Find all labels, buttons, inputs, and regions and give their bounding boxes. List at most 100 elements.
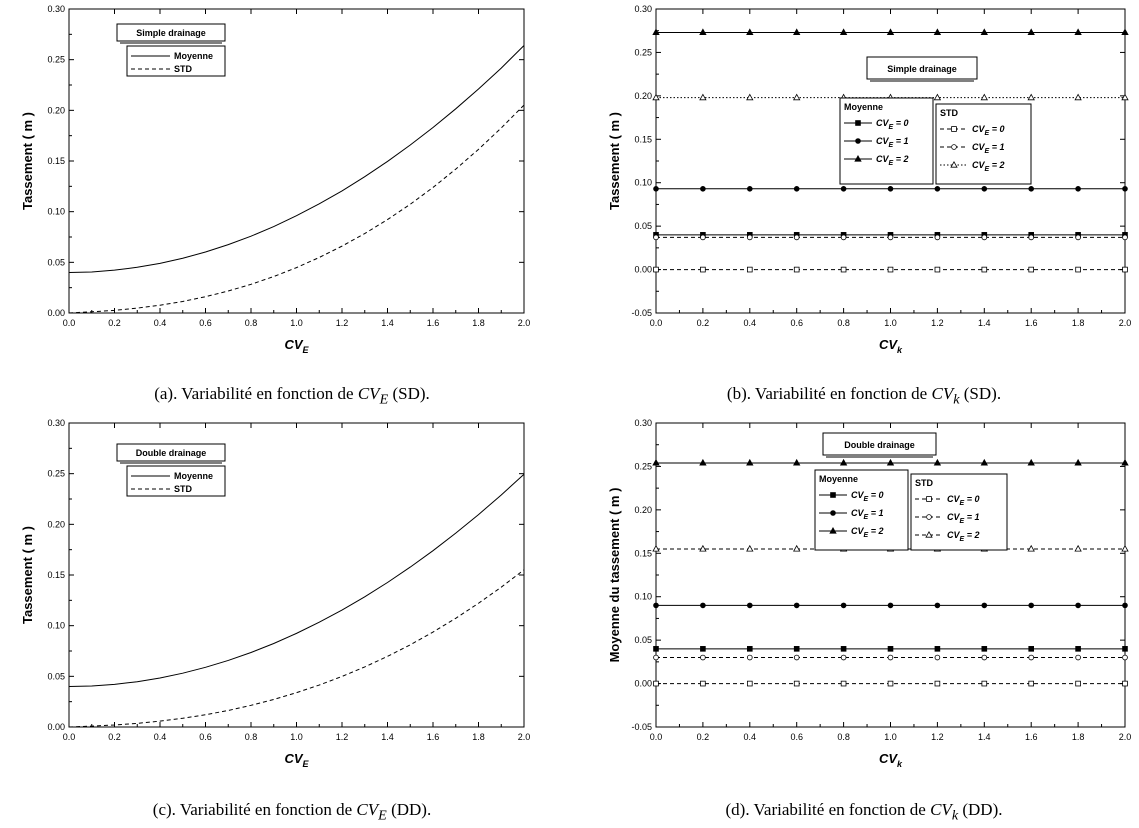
x-tick-label-b-7: 1.4 bbox=[978, 318, 991, 328]
data-point-d-5-10 bbox=[1121, 544, 1129, 552]
data-point-d-4-2 bbox=[747, 654, 753, 661]
x-tick-label-a-5: 1.0 bbox=[290, 318, 303, 328]
y-tick-label-a-0: 0.00 bbox=[47, 308, 65, 318]
data-point-d-4-9 bbox=[1075, 654, 1081, 661]
x-tick-label-a-2: 0.4 bbox=[154, 318, 167, 328]
CVE = 2: CVE = 2 bbox=[947, 530, 979, 543]
x-tick-label-b-6: 1.2 bbox=[931, 318, 944, 328]
data-point-b-5-8 bbox=[1027, 93, 1035, 101]
data-point-b-3-8 bbox=[1028, 266, 1034, 273]
data-point-b-1-9 bbox=[1075, 185, 1081, 192]
chart-panel-a: 0.0 0.2 0.4 0.6 0.8 1.0 1.2 1.4 1.6 1.8 2.0 0.00 0.0… bbox=[20, 4, 530, 355]
series-a-1 bbox=[68, 104, 525, 314]
data-point-d-4-1 bbox=[700, 654, 706, 661]
data-point-b-1-0 bbox=[653, 185, 659, 192]
series-d-0 bbox=[653, 646, 1128, 652]
caption-c-var: CV bbox=[356, 800, 379, 819]
legend-group-title-b-1: STD bbox=[940, 108, 959, 118]
data-point-d-3-7 bbox=[981, 680, 988, 687]
data-point-b-4-6 bbox=[934, 234, 941, 241]
y-tick-label-d-5: 0.20 bbox=[634, 505, 652, 515]
y-tick-label-b-6: 0.25 bbox=[634, 47, 652, 57]
data-point-d-1-10 bbox=[1122, 602, 1128, 609]
legend-label-a-1: STD bbox=[174, 64, 193, 74]
y-tick-label-b-3: 0.10 bbox=[634, 178, 652, 188]
caption-d-suffix: (DD). bbox=[958, 800, 1003, 819]
data-point-d-1-7 bbox=[981, 602, 988, 609]
legend-a: Simple drainage Moyenne STD bbox=[116, 23, 226, 77]
series-b-3 bbox=[653, 266, 1128, 273]
legend-marker-d-0-1 bbox=[830, 510, 836, 516]
data-point-d-3-9 bbox=[1075, 680, 1081, 687]
legend-title-b: Simple drainage bbox=[887, 64, 957, 74]
y-tick-label-d-4: 0.15 bbox=[634, 548, 652, 558]
data-point-b-1-6 bbox=[934, 185, 941, 192]
data-point-b-5-2 bbox=[746, 93, 754, 101]
x-tick-label-d-1: 0.2 bbox=[697, 732, 710, 742]
data-point-d-0-4 bbox=[840, 646, 847, 652]
y-tick-label-c-1: 0.05 bbox=[47, 671, 65, 681]
y-tick-label-b-5: 0.20 bbox=[634, 91, 652, 101]
data-point-b-4-9 bbox=[1075, 234, 1081, 241]
data-point-b-2-10 bbox=[1121, 28, 1129, 36]
x-tick-label-c-2: 0.4 bbox=[154, 732, 167, 742]
series-line-a-0 bbox=[68, 45, 525, 273]
y-tick-label-d-0: -0.05 bbox=[631, 722, 652, 732]
data-point-d-2-5 bbox=[886, 458, 895, 466]
data-point-b-1-1 bbox=[700, 185, 706, 192]
caption-b-sub: k bbox=[953, 391, 960, 408]
CVE = 1: CVE = 1 bbox=[851, 508, 883, 521]
data-point-b-5-7 bbox=[980, 93, 988, 101]
data-point-b-3-7 bbox=[981, 266, 988, 273]
x-tick-label-d-2: 0.4 bbox=[744, 732, 757, 742]
x-tick-label-a-8: 1.6 bbox=[427, 318, 440, 328]
data-point-b-1-8 bbox=[1028, 185, 1035, 192]
x-tick-label-c-10: 2.0 bbox=[518, 732, 531, 742]
legend-marker-b-1-0 bbox=[951, 126, 957, 132]
x-tick-label-b-1: 0.2 bbox=[697, 318, 710, 328]
CVE = 0: CVE = 0 bbox=[947, 494, 979, 507]
data-point-b-1-7 bbox=[981, 185, 988, 192]
data-point-d-5-3 bbox=[793, 544, 801, 552]
legend-c: Double drainage Moyenne STD bbox=[116, 443, 226, 497]
data-point-d-4-10 bbox=[1122, 654, 1128, 661]
caption-c-prefix: (c). Variabilité en fonction de bbox=[152, 800, 357, 819]
data-point-d-2-9 bbox=[1074, 458, 1082, 466]
data-point-d-3-5 bbox=[887, 680, 894, 687]
data-point-b-5-0 bbox=[652, 93, 660, 101]
data-point-b-2-6 bbox=[933, 28, 942, 36]
data-point-b-4-10 bbox=[1122, 234, 1128, 241]
CVE = 1: CVE = 1 bbox=[876, 136, 908, 149]
data-point-b-2-3 bbox=[793, 28, 801, 36]
data-point-d-0-9 bbox=[1075, 646, 1081, 652]
caption-c-suffix: (DD). bbox=[386, 800, 432, 819]
data-point-d-1-3 bbox=[793, 602, 800, 609]
data-point-d-3-0 bbox=[653, 680, 659, 687]
y-tick-label-d-2: 0.05 bbox=[634, 635, 652, 645]
data-point-b-3-4 bbox=[840, 266, 847, 273]
legend-group-title-d-1: STD bbox=[915, 478, 934, 488]
y-tick-label-b-7: 0.30 bbox=[634, 4, 652, 14]
data-point-b-4-4 bbox=[840, 234, 847, 241]
y-axis-title-d: Moyenne du tassement ( m ) bbox=[607, 488, 622, 663]
x-tick-label-b-9: 1.8 bbox=[1072, 318, 1085, 328]
series-d-1 bbox=[653, 602, 1128, 609]
legend-marker-b-1-2 bbox=[950, 160, 958, 168]
x-tick-label-b-3: 0.6 bbox=[790, 318, 803, 328]
y-tick-label-c-3: 0.15 bbox=[47, 570, 65, 580]
y-axis-title-a: Tassement ( m ) bbox=[20, 112, 35, 210]
x-axis-title-a: CVE bbox=[284, 337, 309, 355]
series-c-1 bbox=[68, 569, 525, 728]
data-point-d-3-1 bbox=[700, 680, 706, 687]
caption-d: (d). Variabilité en fonction de CVk (DD)… bbox=[634, 800, 1094, 824]
y-tick-label-c-5: 0.25 bbox=[47, 469, 65, 479]
data-point-d-0-7 bbox=[981, 646, 988, 652]
legend-marker-b-0-1 bbox=[855, 138, 861, 144]
data-point-d-4-7 bbox=[981, 654, 988, 661]
series-b-4 bbox=[653, 234, 1128, 241]
series-line-c-1 bbox=[68, 569, 525, 728]
data-point-d-5-8 bbox=[1027, 544, 1035, 552]
data-point-b-3-5 bbox=[887, 266, 894, 273]
caption-d-sub: k bbox=[951, 807, 959, 824]
x-tick-label-d-6: 1.2 bbox=[931, 732, 944, 742]
